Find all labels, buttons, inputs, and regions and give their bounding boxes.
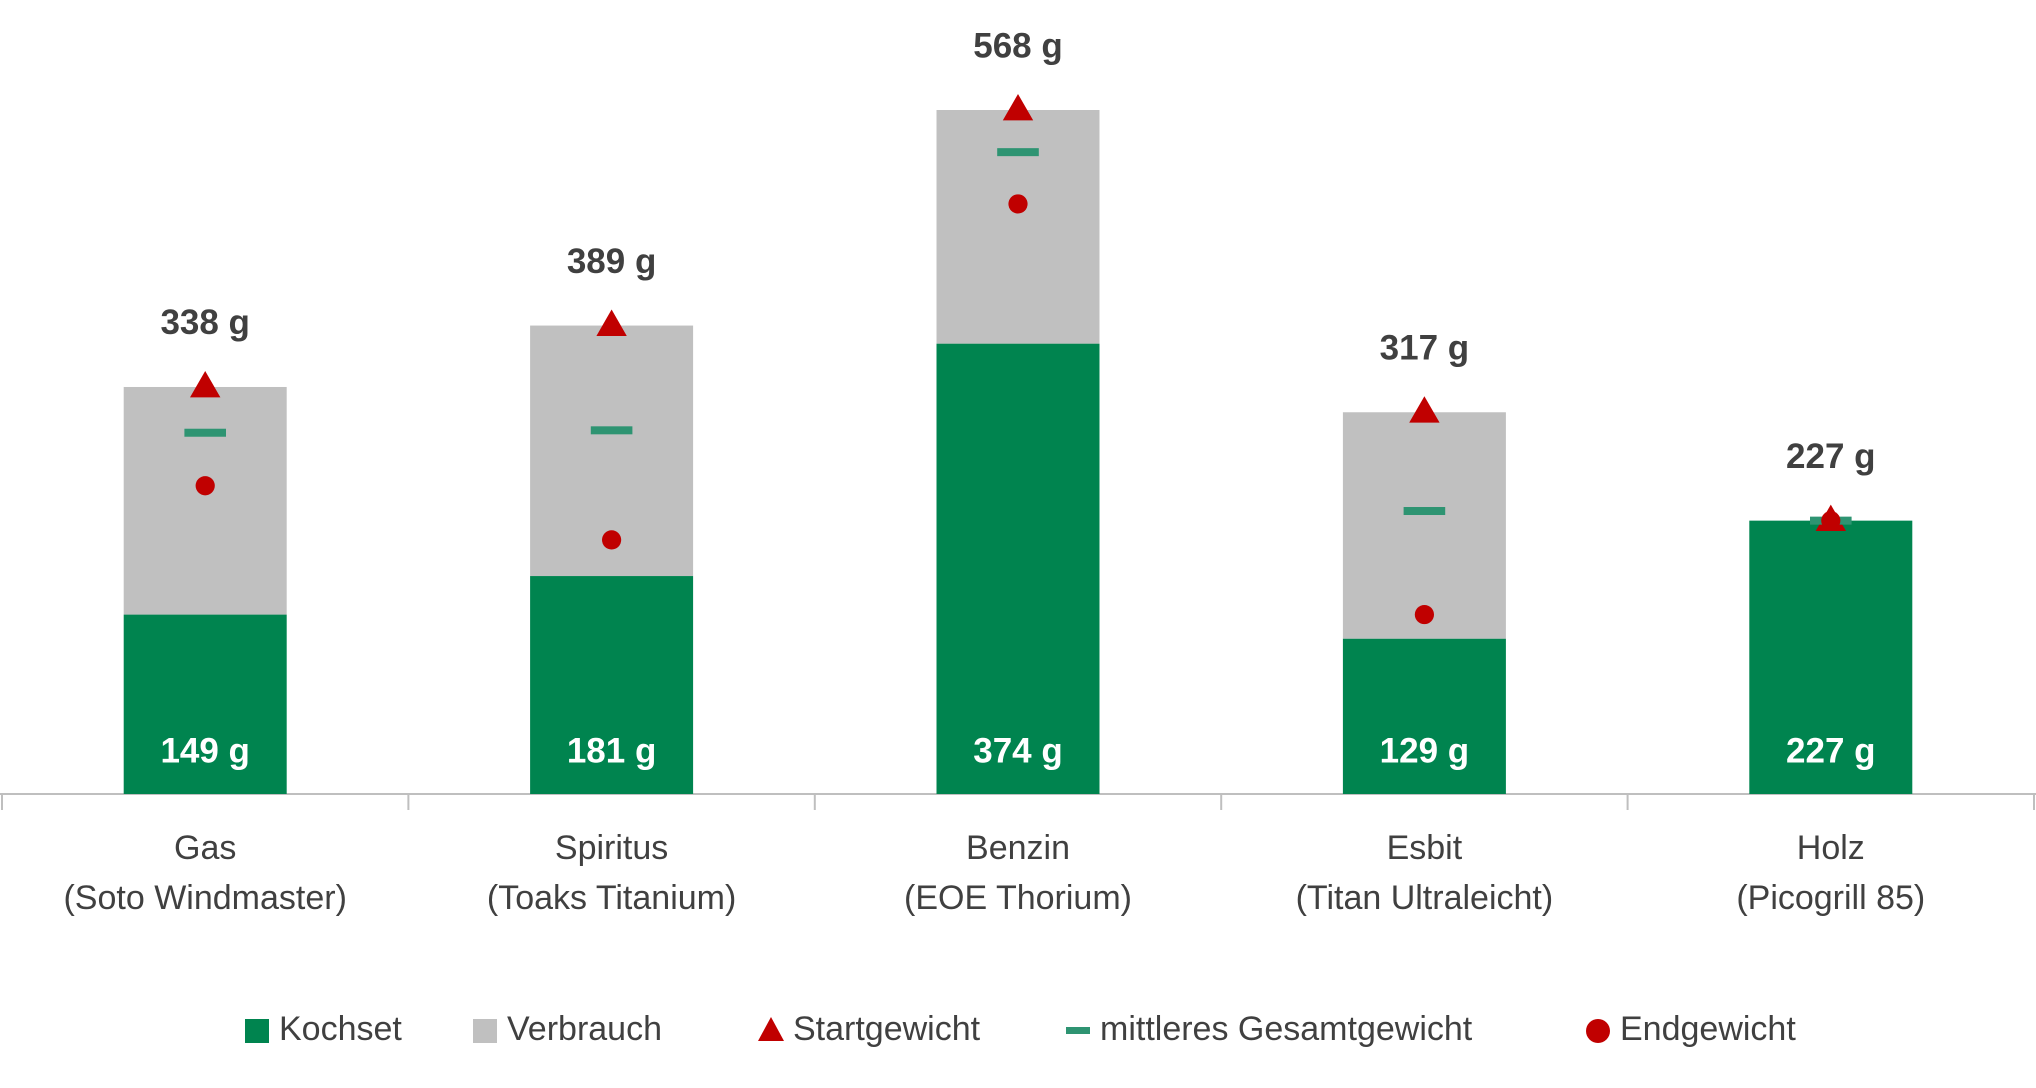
x-tick-label: (Soto Windmaster): [63, 879, 346, 917]
marker-circle: [1008, 194, 1028, 214]
x-tick-label: (EOE Thorium): [904, 879, 1132, 917]
marker-circle: [1414, 604, 1434, 625]
legend-swatch: [1586, 1019, 1610, 1043]
marker-dash: [590, 426, 633, 435]
marker-circle: [602, 530, 622, 550]
total-label: 227 g: [1786, 437, 1876, 476]
total-label: 389 g: [567, 242, 657, 281]
legend-swatch: [473, 1019, 497, 1043]
x-tick-label: (Toaks Titanium): [487, 879, 736, 917]
marker-dash: [184, 428, 226, 437]
bar-label: 227 g: [1786, 731, 1876, 770]
marker-circle: [195, 476, 215, 496]
legend-label: mittleres Gesamtgewicht: [1100, 1010, 1473, 1048]
bar-label: 181 g: [567, 731, 657, 770]
legend-label: Endgewicht: [1620, 1010, 1796, 1048]
marker-triangle: [596, 309, 627, 336]
x-tick-label: Benzin: [966, 829, 1070, 867]
bar-segment: [123, 614, 287, 794]
total-label: 338 g: [160, 303, 250, 342]
x-tick-label: (Picogrill 85): [1736, 879, 1925, 917]
legend-swatch: [1066, 1027, 1090, 1034]
x-tick-label: (Titan Ultraleicht): [1296, 879, 1554, 917]
marker-triangle: [1002, 94, 1034, 121]
bar-label: 149 g: [160, 731, 250, 770]
bar-segment: [936, 343, 1100, 794]
bar-segment: [1749, 520, 1913, 794]
legend-label: Verbrauch: [507, 1010, 662, 1048]
legend-label: Kochset: [279, 1010, 402, 1048]
total-label: 317 g: [1380, 329, 1470, 368]
x-tick-label: Spiritus: [555, 829, 668, 867]
marker-triangle: [1409, 396, 1440, 423]
bar-label: 129 g: [1380, 731, 1470, 770]
bar-segment: [530, 576, 694, 794]
legend-label: Startgewicht: [793, 1010, 981, 1048]
bar-segment: [1342, 638, 1506, 794]
x-tick-label: Gas: [174, 829, 236, 867]
x-tick-label: Holz: [1797, 829, 1865, 867]
bar-segment: [123, 386, 287, 615]
legend-swatch: [245, 1019, 269, 1043]
bar-segment: [1342, 412, 1506, 639]
bar-label: 374 g: [973, 731, 1063, 770]
marker-triangle: [190, 370, 221, 398]
total-label: 568 g: [973, 26, 1063, 65]
legend-swatch: [758, 1017, 784, 1041]
bar-segment: [936, 110, 1100, 344]
marker-dash: [1403, 507, 1446, 516]
marker-dash: [997, 148, 1039, 157]
x-tick-label: Esbit: [1387, 829, 1463, 867]
marker-circle: [1821, 511, 1841, 531]
